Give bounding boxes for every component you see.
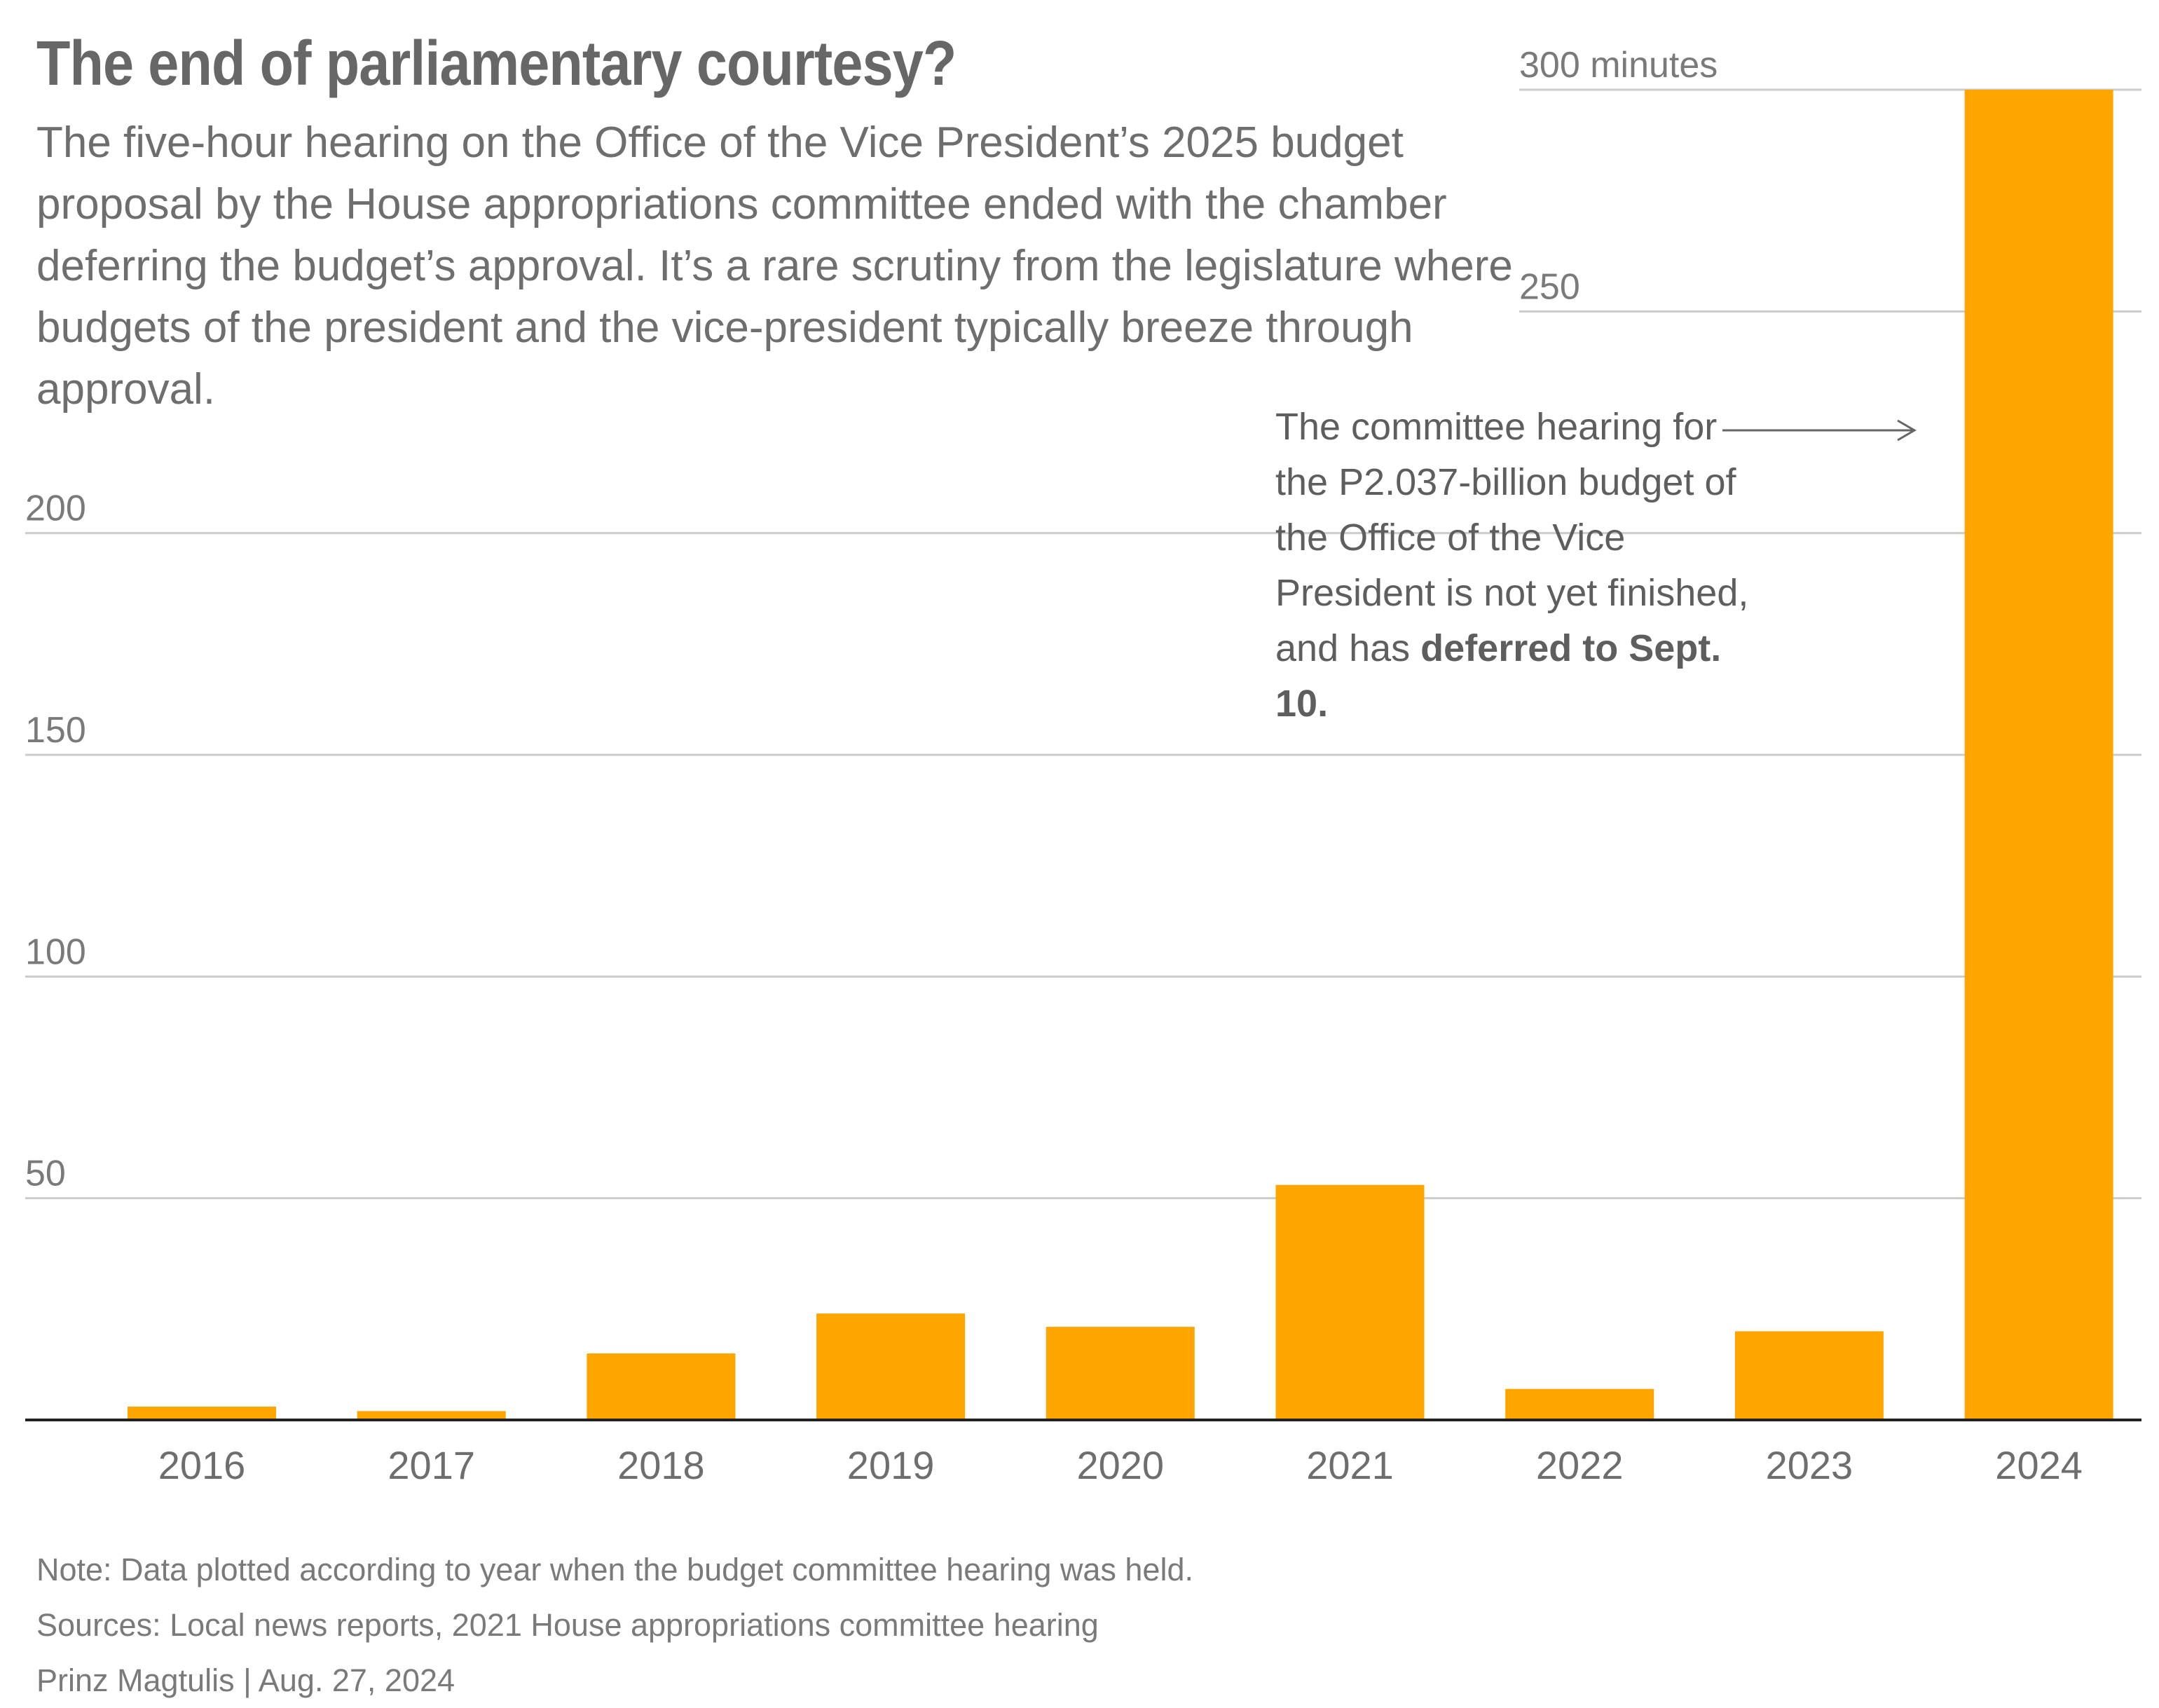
bar-2016 xyxy=(128,1407,276,1420)
bar-2022 xyxy=(1505,1388,1654,1420)
footer-sources: Sources: Local news reports, 2021 House … xyxy=(36,1607,1099,1643)
x-tick-label-2017: 2017 xyxy=(388,1443,475,1487)
bar-2024 xyxy=(1964,90,2113,1420)
bar-2023 xyxy=(1734,1331,1884,1420)
x-tick-label-2016: 2016 xyxy=(158,1443,246,1487)
y-tick-label-150: 150 xyxy=(25,710,86,751)
footer-byline: Prinz Magtulis | Aug. 27, 2024 xyxy=(36,1662,455,1698)
bar-2017 xyxy=(357,1411,506,1420)
y-tick-label-50: 50 xyxy=(25,1154,66,1194)
y-tick-label-100: 100 xyxy=(25,931,86,972)
annotation-text: The committee hearing for the P2.037-bil… xyxy=(1275,406,1749,669)
bar-2019 xyxy=(816,1313,966,1420)
x-tick-label-2023: 2023 xyxy=(1766,1443,1853,1487)
annotation-2024: The committee hearing for the P2.037-bil… xyxy=(1275,399,1766,732)
annotation-bold-text: deferred to Sept. 10. xyxy=(1275,627,1722,725)
x-tick-label-2018: 2018 xyxy=(617,1443,705,1487)
x-tick-label-2021: 2021 xyxy=(1306,1443,1394,1487)
footer-note: Note: Data plotted according to year whe… xyxy=(36,1552,1193,1587)
chart-footer: Note: Data plotted according to year whe… xyxy=(36,1542,1193,1708)
annotation-arrow-head xyxy=(1897,419,1917,442)
bar-2020 xyxy=(1046,1327,1195,1420)
x-tick-label-2020: 2020 xyxy=(1077,1443,1165,1487)
x-tick-label-2024: 2024 xyxy=(1995,1443,2083,1487)
bar-2021 xyxy=(1275,1184,1425,1420)
chart-title: The end of parliamentary courtesy? xyxy=(36,29,957,99)
x-tick-label-2022: 2022 xyxy=(1536,1443,1624,1487)
x-tick-label-2019: 2019 xyxy=(847,1443,935,1487)
bar-2018 xyxy=(587,1353,736,1420)
y-tick-label-300: 300 minutes xyxy=(1519,45,1718,86)
chart-subtitle: The five-hour hearing on the Office of t… xyxy=(36,118,1513,414)
y-tick-label-200: 200 xyxy=(25,489,86,529)
y-tick-label-250: 250 xyxy=(1519,266,1580,307)
